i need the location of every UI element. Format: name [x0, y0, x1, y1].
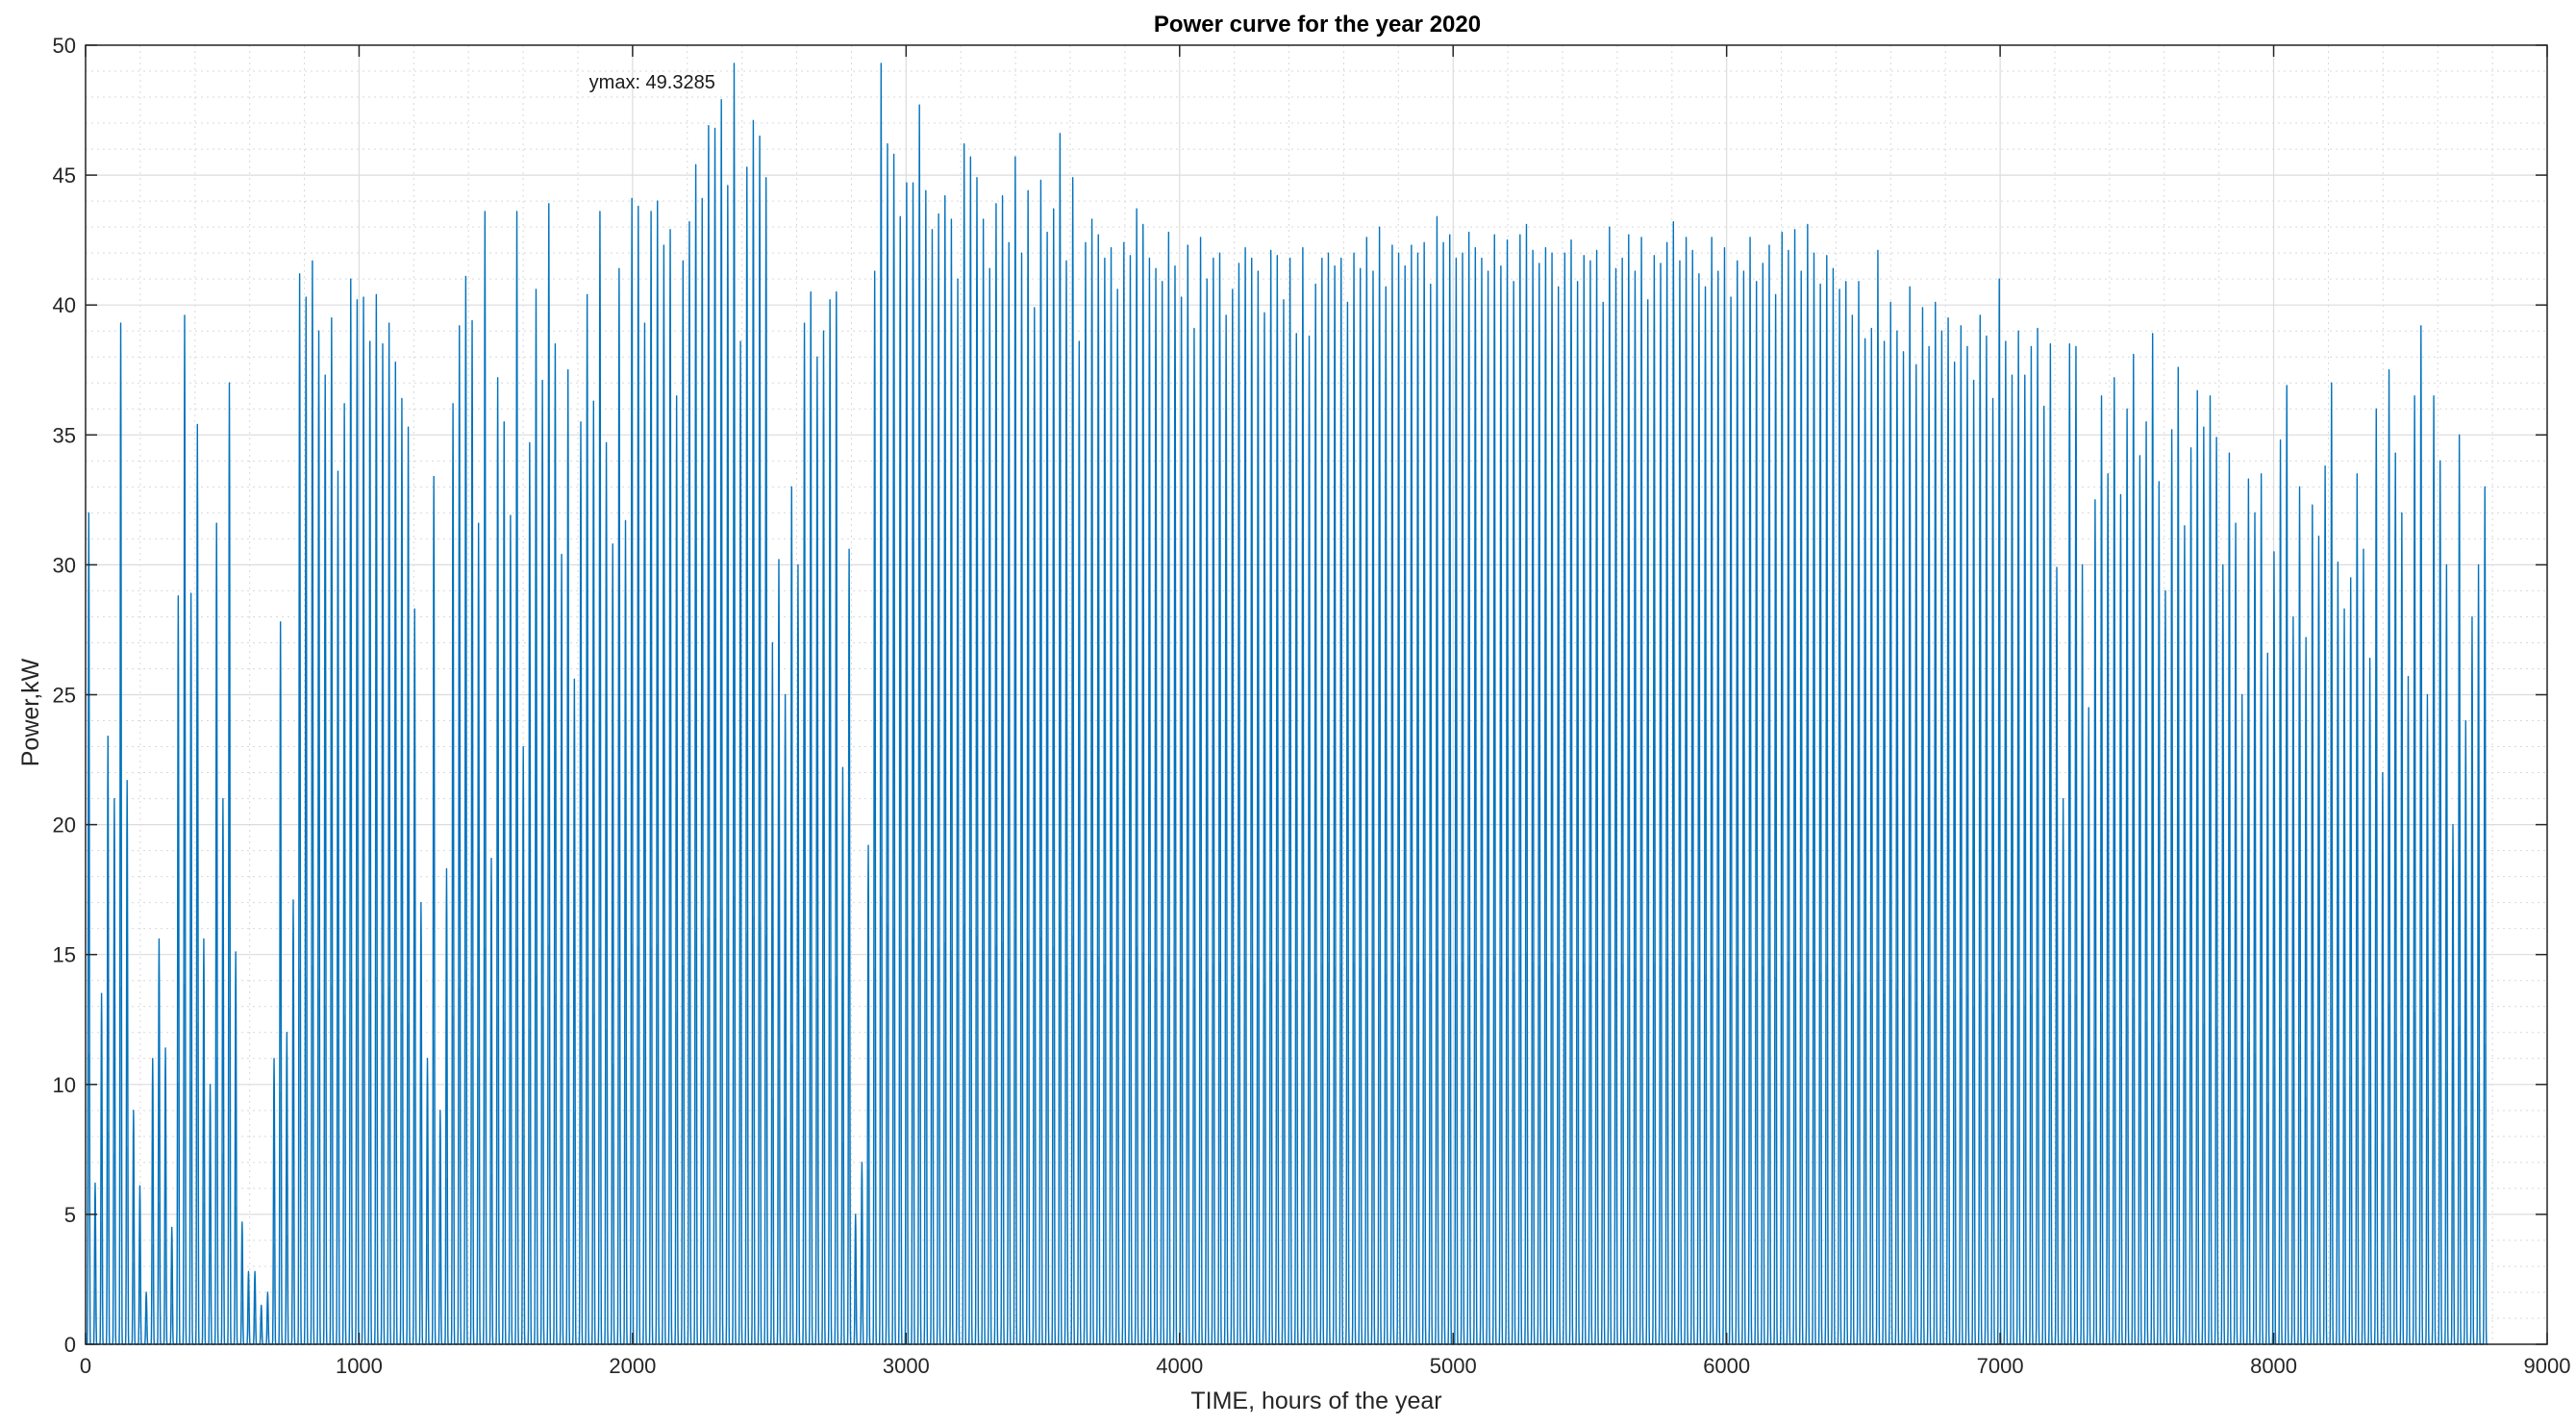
x-tick-label: 4000 — [1156, 1354, 1203, 1378]
y-tick-label: 50 — [53, 34, 76, 58]
x-tick-label: 9000 — [2524, 1354, 2571, 1378]
y-tick-label: 20 — [53, 813, 76, 838]
series-light-trace — [87, 895, 2488, 1345]
x-tick-labels: 0 1000 2000 3000 4000 5000 6000 7000 8000 9000 — [80, 1354, 2571, 1378]
x-tick-label: 2000 — [609, 1354, 656, 1378]
series-light-band — [87, 895, 2488, 1345]
y-tick-label: 15 — [53, 943, 76, 967]
x-tick-label: 1000 — [336, 1354, 383, 1378]
y-tick-label: 10 — [53, 1073, 76, 1097]
ymax-annotation: ymax: 49.3285 — [589, 72, 715, 93]
x-tick-label: 8000 — [2250, 1354, 2297, 1378]
chart-title: Power curve for the year 2020 — [1154, 12, 1481, 38]
axis-ticks — [85, 44, 2548, 1345]
x-tick-label: 0 — [80, 1354, 91, 1378]
y-axis-title: Power,kW — [17, 658, 44, 766]
x-tick-label: 7000 — [1977, 1354, 2024, 1378]
x-tick-label: 5000 — [1430, 1354, 1477, 1378]
y-tick-label: 5 — [64, 1203, 76, 1227]
x-axis-title: TIME, hours of the year — [1190, 1388, 1441, 1414]
y-tick-label: 45 — [53, 163, 76, 188]
y-tick-label: 35 — [53, 423, 76, 447]
y-tick-label: 25 — [53, 684, 76, 708]
y-tick-label: 30 — [53, 553, 76, 577]
y-tick-label: 0 — [64, 1333, 76, 1357]
y-tick-labels: 0 5 10 15 20 25 30 35 40 45 50 — [53, 34, 76, 1357]
x-tick-label: 3000 — [883, 1354, 930, 1378]
y-tick-label: 40 — [53, 293, 76, 317]
x-tick-label: 6000 — [1703, 1354, 1750, 1378]
